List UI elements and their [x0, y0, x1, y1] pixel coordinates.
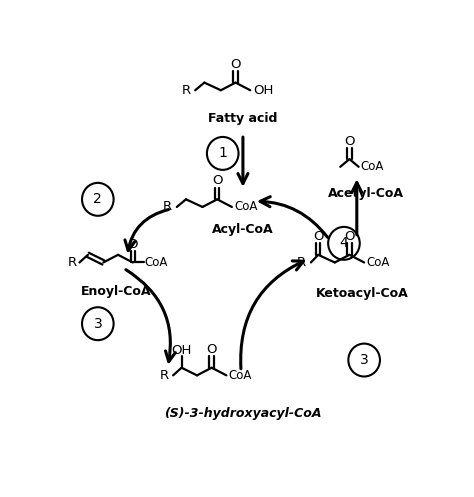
Text: R: R: [159, 369, 169, 382]
Text: R: R: [67, 256, 77, 269]
Text: 3: 3: [93, 317, 102, 331]
Text: 3: 3: [360, 353, 368, 367]
Text: CoA: CoA: [234, 200, 257, 214]
Text: O: O: [207, 343, 217, 356]
Text: CoA: CoA: [361, 161, 384, 173]
Text: OH: OH: [253, 84, 273, 97]
Text: 1: 1: [219, 147, 227, 161]
Text: O: O: [344, 230, 355, 243]
Text: Acyl-CoA: Acyl-CoA: [212, 224, 274, 237]
Text: Enoyl-CoA: Enoyl-CoA: [81, 285, 151, 298]
Text: R: R: [182, 84, 191, 97]
Text: O: O: [313, 230, 323, 243]
Text: CoA: CoA: [145, 256, 168, 269]
Text: O: O: [344, 135, 355, 148]
Text: R: R: [163, 200, 172, 214]
Text: CoA: CoA: [366, 256, 390, 269]
Text: Fatty acid: Fatty acid: [208, 112, 278, 125]
Text: CoA: CoA: [228, 369, 252, 382]
Text: O: O: [230, 58, 241, 71]
Text: Ketoacyl-CoA: Ketoacyl-CoA: [316, 287, 409, 300]
Text: O: O: [212, 174, 222, 187]
Text: Acetyl-CoA: Acetyl-CoA: [328, 187, 404, 200]
Text: 2: 2: [93, 192, 102, 206]
Text: (S)-3-hydroxyacyl-CoA: (S)-3-hydroxyacyl-CoA: [164, 407, 322, 420]
Text: R: R: [297, 256, 306, 269]
Text: OH: OH: [172, 344, 192, 357]
Text: O: O: [128, 238, 138, 250]
Text: 4: 4: [339, 237, 348, 250]
